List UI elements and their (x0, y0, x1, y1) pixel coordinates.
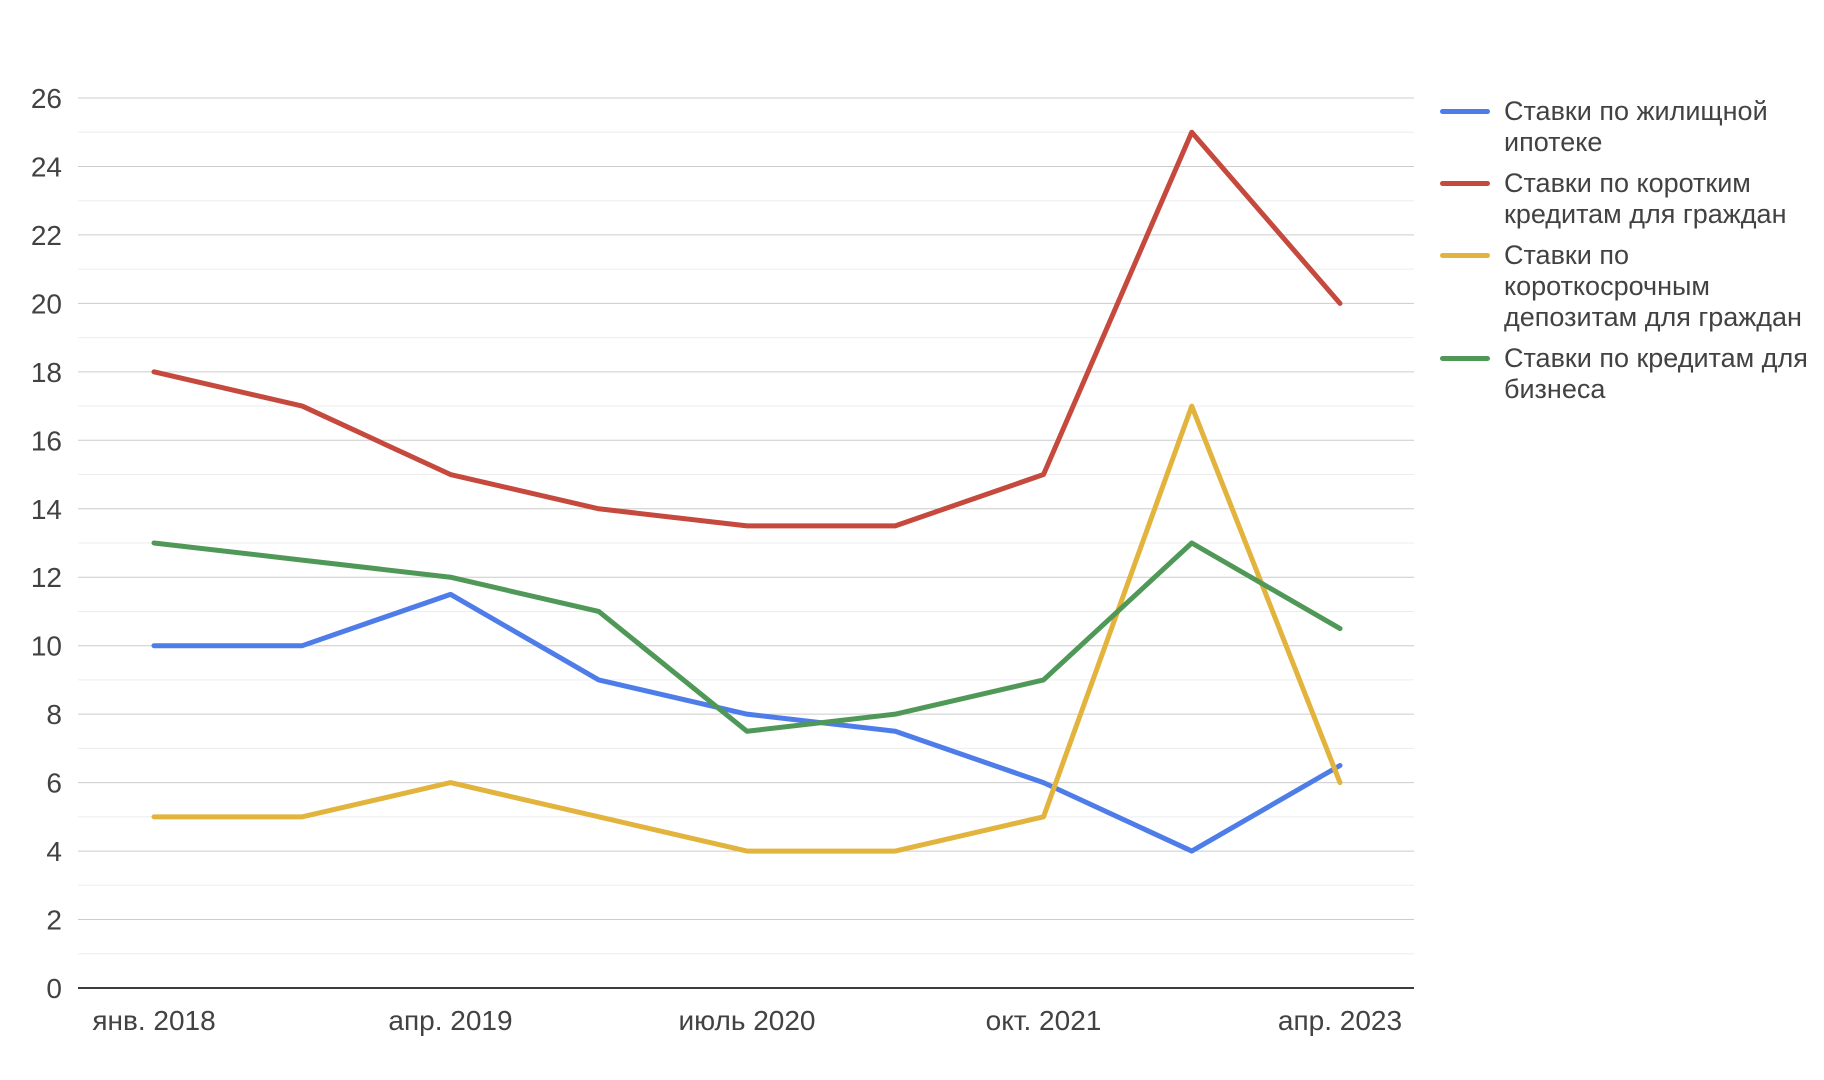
legend-label-line: Ставки по (1504, 240, 1629, 270)
legend-label-line: Ставки по кредитам для (1504, 343, 1808, 373)
legend-label-line: кредитам для граждан (1504, 199, 1787, 229)
y-tick-label: 16 (31, 425, 62, 456)
y-tick-label: 14 (31, 494, 62, 525)
y-tick-label: 24 (31, 151, 62, 182)
x-tick-label: апр. 2023 (1278, 1005, 1402, 1036)
legend-label-line: ипотеке (1504, 127, 1603, 157)
x-tick-label: янв. 2018 (92, 1005, 215, 1036)
legend-item: Ставки по коротким кредитам для граждан (1440, 168, 1800, 230)
legend-item: Ставки по короткосрочным депозитам для гра… (1440, 240, 1802, 333)
legend-swatch (1440, 181, 1490, 186)
legend-item: Ставки по кредитам для бизнеса (1440, 343, 1808, 405)
series-line-2 (151, 403, 1343, 854)
x-tick-label: апр. 2019 (388, 1005, 512, 1036)
y-tick-label: 18 (31, 357, 62, 388)
legend-item: Ставки по жилищной ипотеке (1440, 96, 1800, 158)
legend-label: Ставки по жилищной ипотеке (1504, 96, 1768, 158)
y-tick-label: 4 (46, 836, 62, 867)
legend-label-line: депозитам для граждан (1504, 302, 1802, 332)
y-tick-label: 10 (31, 631, 62, 662)
legend-swatch (1440, 356, 1490, 361)
series-line-3 (151, 540, 1343, 734)
series-line-1 (151, 129, 1343, 529)
legend-swatch (1440, 109, 1490, 114)
legend-label-line: короткосрочным (1504, 271, 1710, 301)
y-tick-label: 12 (31, 562, 62, 593)
y-tick-label: 6 (46, 768, 62, 799)
legend-label-line: бизнеса (1504, 374, 1606, 404)
x-tick-label: июль 2020 (678, 1005, 815, 1036)
series-line-0 (151, 591, 1343, 854)
legend-label-line: Ставки по коротким (1504, 168, 1751, 198)
legend-swatch (1440, 253, 1490, 258)
y-tick-label: 26 (31, 83, 62, 114)
legend-label: Ставки по короткосрочным депозитам для гра… (1504, 240, 1802, 333)
legend-label: Ставки по кредитам для бизнеса (1504, 343, 1808, 405)
y-tick-label: 22 (31, 220, 62, 251)
y-tick-label: 2 (46, 905, 62, 936)
y-tick-label: 8 (46, 699, 62, 730)
y-tick-label: 0 (46, 973, 62, 1004)
y-tick-label: 20 (31, 288, 62, 319)
legend-label: Ставки по коротким кредитам для граждан (1504, 168, 1787, 230)
chart-legend: Ставки по жилищной ипотеке Ставки по корот… (1440, 96, 1808, 415)
x-tick-label: окт. 2021 (986, 1005, 1102, 1036)
legend-label-line: Ставки по жилищной (1504, 96, 1768, 126)
